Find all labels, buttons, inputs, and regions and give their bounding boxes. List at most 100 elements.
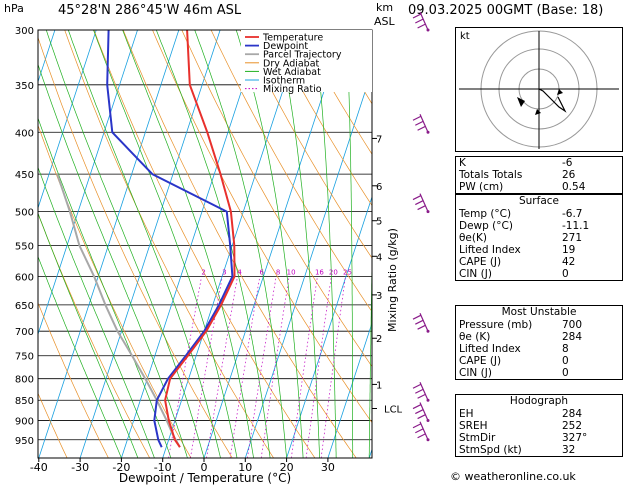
km-tick-label: 6: [376, 182, 382, 193]
mixing-ratio-line: [320, 276, 346, 458]
dewpoint-curve: [106, 30, 234, 448]
pressure-tick-label: 650: [15, 301, 34, 312]
isotherm: [38, 30, 97, 210]
wet-adiabat: [38, 166, 155, 458]
wet-adiabat: [346, 30, 354, 458]
isotherm: [327, 321, 372, 458]
wet-adiabat: [67, 30, 221, 458]
index-row: Totals Totals 26: [459, 169, 576, 181]
pressure-tick-label: 450: [15, 170, 34, 181]
location-title: 45°28'N 286°45'W 46m ASL: [58, 3, 242, 18]
mixing-ratio-label: 2: [201, 268, 205, 276]
wind-barb-dot: [426, 130, 430, 134]
mixing-ratio-label: 16: [315, 268, 324, 276]
wind-barb-flag: [415, 428, 424, 434]
mixing-ratio-line: [168, 276, 202, 458]
wind-barb: [419, 312, 429, 332]
wet-adiabat: [235, 30, 304, 458]
pressure-tick-label: 550: [15, 241, 34, 252]
wet-adiabat: [93, 30, 238, 458]
mixing-ratio-line: [190, 276, 223, 458]
pressure-tick-label: 950: [15, 436, 34, 447]
wind-barb: [419, 11, 429, 31]
hpa-unit: hPa: [4, 2, 24, 15]
pressure-tick-label: 500: [15, 208, 34, 219]
wind-barb-flag: [415, 200, 424, 206]
plot-frame: [37, 29, 373, 459]
wet-adiabat: [45, 30, 205, 458]
dry-adiabat: [38, 36, 233, 458]
legend-entry: Parcel Trajectory: [263, 50, 342, 61]
wet-adiabat: [368, 240, 372, 458]
dry-adiabat: [38, 301, 109, 458]
wind-barb-flag: [412, 404, 422, 410]
mixing-ratio-line: [260, 276, 290, 458]
wind-barb: [419, 193, 429, 212]
wind-barb-flag: [412, 314, 422, 320]
mixing-ratio-line: [290, 276, 318, 458]
wet-adiabat: [155, 30, 271, 458]
mixing-ratio-line: [247, 276, 277, 458]
pressure-tick-label: 400: [15, 128, 34, 139]
index-row: PW (cm) 0.54: [459, 181, 586, 193]
km-tick-label: 5: [376, 217, 382, 228]
mixing-ratio-line: [206, 276, 238, 458]
legend-entry: Wet Adiabat: [263, 67, 321, 78]
legend-entry: Isotherm: [263, 76, 305, 87]
wind-barb-dot: [426, 329, 430, 333]
legend-entry: Temperature: [262, 33, 323, 44]
datetime-title: 09.03.2025 00GMT (Base: 18): [408, 3, 604, 18]
wet-adiabat: [194, 30, 287, 458]
wet-adiabat: [313, 30, 337, 458]
dry-adiabat: [122, 30, 357, 458]
pressure-tick-label: 900: [15, 417, 34, 428]
hodograph: kt: [455, 27, 623, 152]
mixing-ratio-axis-label: Mixing Ratio (g/kg): [386, 228, 399, 332]
wind-barb: [419, 402, 429, 421]
dry-adiabat: [181, 30, 372, 368]
wind-barb-flag: [412, 195, 422, 201]
wind-barb-dot: [426, 398, 430, 402]
isotherm: [162, 30, 304, 458]
km-tick-label: 3: [376, 291, 382, 302]
most-unstable-section: Most Unstable Pressure (mb) 700 θe (K) 284…: [455, 305, 623, 380]
pressure-tick-label: 600: [15, 272, 34, 283]
temp-tick-label: -30: [71, 461, 89, 474]
hodograph-unit: kt: [460, 31, 470, 42]
mixing-ratio-label: 10: [287, 268, 296, 276]
index-row: K -6: [459, 157, 573, 169]
mixing-ratio-label: 8: [276, 268, 280, 276]
wet-adiabat: [38, 63, 188, 458]
mixing-ratio-label: 20: [329, 268, 338, 276]
indices-table: K -6 Totals Totals 26 PW (cm) 0.54: [455, 156, 623, 194]
pressure-tick-label: 300: [15, 26, 34, 37]
mixing-ratio-label: 3: [222, 268, 226, 276]
temp-tick-label: -40: [30, 461, 48, 474]
temp-tick-label: -10: [154, 461, 172, 474]
wet-adiabat: [38, 212, 139, 458]
isotherm: [38, 30, 180, 458]
wet-adiabat: [276, 30, 320, 458]
pressure-tick-label: 850: [15, 396, 34, 407]
wind-barb-flag: [417, 393, 426, 399]
dry-adiabat: [210, 30, 372, 313]
mixing-ratio-label: 4: [237, 268, 242, 276]
wind-barb-flag: [415, 18, 424, 24]
temp-tick-label: 0: [201, 461, 208, 474]
temperature-curve: [164, 30, 236, 448]
wind-barb-flag: [415, 388, 424, 394]
dry-adiabat: [38, 392, 68, 458]
pressure-tick-label: 800: [15, 375, 34, 386]
km-unit: km: [376, 1, 394, 14]
dry-adiabat: [298, 30, 372, 155]
legend-box: [241, 30, 372, 92]
isotherm: [203, 30, 345, 458]
km-tick-label: 1: [376, 380, 382, 391]
surface-section: Surface Temp (°C) -6.7 Dewp (°C) -11.1 θe(…: [455, 194, 623, 281]
mixing-ratio-line: [305, 276, 332, 458]
pressure-tick-label: 700: [15, 327, 34, 338]
wind-barb-flag: [412, 115, 422, 121]
isotherm: [286, 195, 372, 458]
isotherm: [0, 30, 14, 458]
